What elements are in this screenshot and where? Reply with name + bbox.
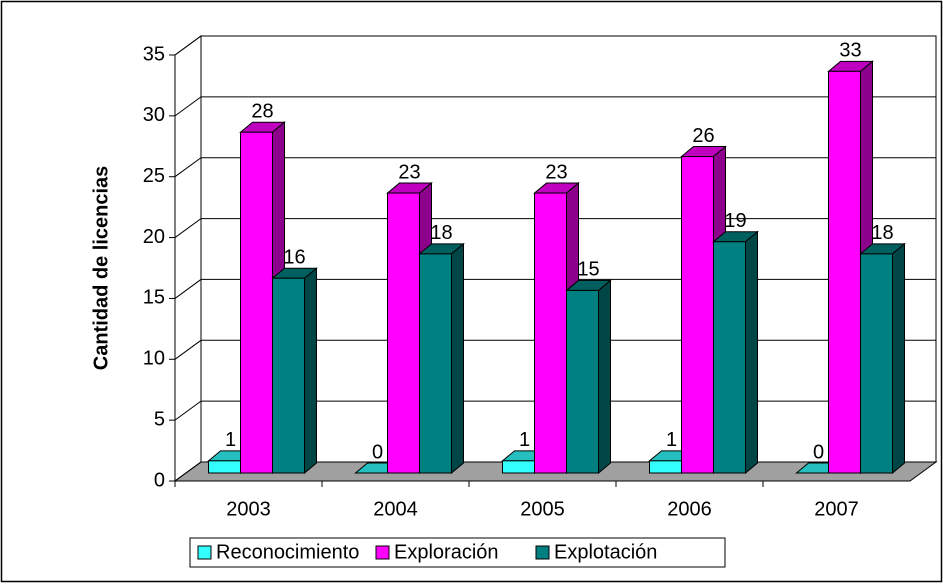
bar	[712, 230, 759, 475]
y-tick-label: 25	[143, 165, 165, 187]
bar-side	[451, 242, 464, 475]
data-label: 1	[666, 429, 677, 451]
bar-side	[598, 279, 611, 475]
bar-front	[502, 460, 535, 474]
bar-front	[649, 460, 682, 474]
data-label: 26	[692, 125, 714, 147]
legend	[189, 537, 726, 568]
bar-side	[304, 267, 317, 475]
data-label: 1	[519, 429, 530, 451]
x-tick-label: 2005	[520, 498, 565, 520]
data-label: 23	[398, 161, 420, 183]
bar-front	[681, 156, 714, 474]
data-label: 23	[545, 161, 567, 183]
bar-side	[745, 230, 758, 475]
x-tick-label: 2006	[667, 498, 712, 520]
bar-front	[272, 277, 305, 474]
bar-side	[892, 242, 905, 475]
data-label: 18	[871, 222, 893, 244]
bar-front	[534, 192, 567, 474]
data-label: 19	[724, 210, 746, 232]
bar	[859, 242, 906, 475]
y-tick-label: 15	[143, 287, 165, 309]
bar	[565, 279, 612, 475]
data-label: 0	[813, 441, 824, 463]
data-label: 15	[577, 259, 599, 281]
data-label: 1	[225, 429, 236, 451]
y-tick-label: 5	[154, 408, 165, 430]
legend-label: Exploración	[394, 541, 499, 563]
data-label: 33	[839, 40, 861, 62]
data-label: 28	[251, 100, 273, 122]
grid-line	[174, 35, 936, 56]
x-tick-label: 2004	[373, 498, 418, 520]
legend-swatch	[197, 545, 212, 560]
y-tick-label: 30	[143, 104, 165, 126]
bar-front	[208, 460, 241, 474]
grid-line	[174, 96, 936, 117]
y-tick-label: 20	[143, 226, 165, 248]
bar-front	[828, 70, 861, 474]
legend-label: Reconocimiento	[216, 541, 359, 563]
x-tick-label: 2003	[226, 498, 271, 520]
bar-front	[240, 131, 273, 474]
x-tick-label: 2007	[814, 498, 859, 520]
y-axis-label: Cantidad de licencias	[90, 166, 112, 371]
data-label: 0	[372, 441, 383, 463]
legend-swatch	[375, 545, 390, 560]
bar-front	[566, 289, 599, 474]
bar	[271, 267, 318, 475]
bar-front	[860, 253, 893, 474]
legend-swatch	[535, 545, 550, 560]
side-wall	[174, 35, 202, 482]
bar	[418, 242, 465, 475]
bar-front	[713, 241, 746, 474]
y-tick-label: 35	[143, 43, 165, 65]
bar-front	[387, 192, 420, 474]
y-tick-label: 10	[143, 348, 165, 370]
data-label: 16	[283, 247, 305, 269]
data-label: 18	[430, 222, 452, 244]
y-tick-label: 0	[154, 469, 165, 491]
legend-label: Explotación	[554, 541, 657, 563]
bar-front	[419, 253, 452, 474]
